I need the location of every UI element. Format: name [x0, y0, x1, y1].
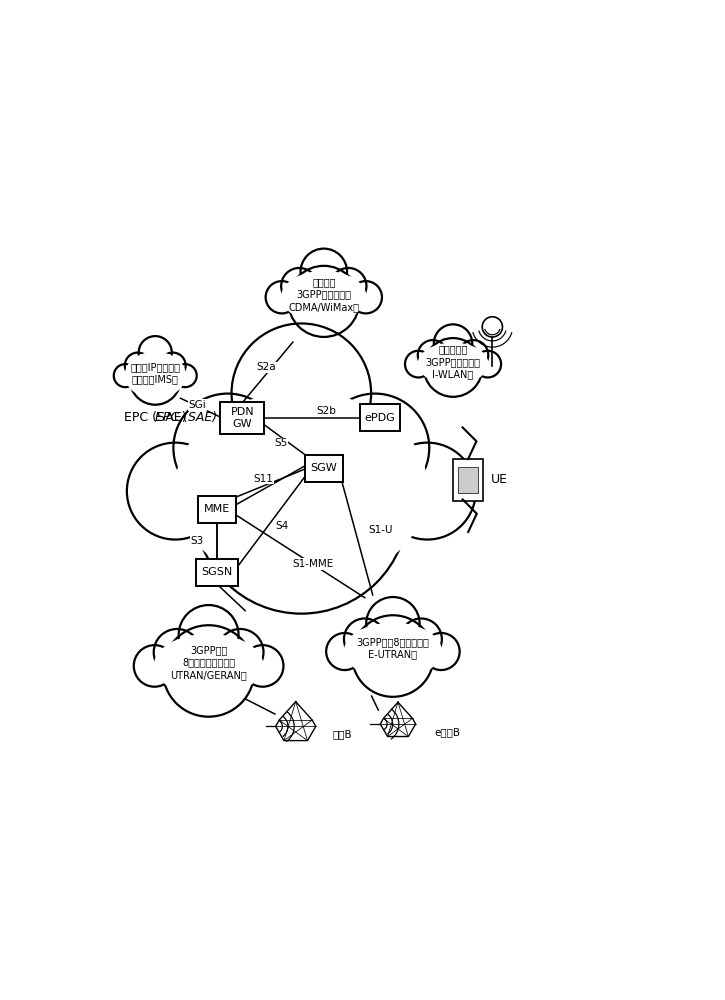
Text: SGi: SGi: [188, 400, 206, 410]
Circle shape: [344, 618, 386, 660]
Circle shape: [400, 618, 442, 660]
Text: EPC (SAE): EPC (SAE): [155, 411, 218, 424]
FancyBboxPatch shape: [453, 459, 484, 501]
Ellipse shape: [175, 392, 427, 586]
Text: e节点B: e节点B: [434, 727, 460, 737]
Circle shape: [423, 338, 482, 397]
Circle shape: [289, 266, 360, 337]
FancyBboxPatch shape: [198, 496, 236, 523]
Text: PDN
GW: PDN GW: [231, 407, 254, 429]
Circle shape: [349, 281, 382, 313]
Text: S4: S4: [275, 521, 289, 531]
Circle shape: [366, 597, 420, 650]
Ellipse shape: [125, 352, 185, 398]
Text: S1-U: S1-U: [368, 525, 393, 535]
FancyBboxPatch shape: [220, 402, 264, 434]
Text: UE: UE: [491, 473, 508, 486]
Text: EPC (SAE): EPC (SAE): [124, 411, 186, 424]
Circle shape: [331, 268, 366, 304]
Circle shape: [231, 323, 371, 463]
FancyBboxPatch shape: [196, 559, 238, 586]
Ellipse shape: [154, 635, 262, 696]
Text: SGSN: SGSN: [202, 567, 233, 577]
Ellipse shape: [344, 623, 441, 678]
Circle shape: [474, 351, 501, 377]
Text: S2b: S2b: [317, 406, 336, 416]
Text: 运营商IP服务网络
（例如，IMS）: 运营商IP服务网络 （例如，IMS）: [130, 362, 181, 384]
Circle shape: [114, 364, 137, 387]
Text: S3: S3: [191, 536, 204, 546]
Circle shape: [127, 443, 224, 540]
Circle shape: [178, 605, 239, 665]
Circle shape: [458, 340, 488, 370]
Text: 3GPP版本8接入（例如
E-UTRAN）: 3GPP版本8接入（例如 E-UTRAN）: [357, 637, 429, 659]
Text: 节点B: 节点B: [332, 729, 352, 739]
Circle shape: [173, 394, 282, 502]
Text: S2a: S2a: [257, 362, 276, 372]
Circle shape: [217, 629, 263, 676]
Circle shape: [418, 340, 448, 370]
Circle shape: [163, 625, 254, 717]
Text: S5: S5: [274, 438, 287, 448]
Circle shape: [160, 353, 186, 378]
Text: 可靠的非
3GPP接入（例如
CDMA/WiMax）: 可靠的非 3GPP接入（例如 CDMA/WiMax）: [289, 277, 360, 312]
Text: S1-MME: S1-MME: [292, 559, 334, 569]
Circle shape: [405, 351, 431, 377]
Ellipse shape: [282, 272, 366, 322]
Circle shape: [154, 629, 200, 676]
Circle shape: [130, 354, 181, 405]
Circle shape: [482, 317, 502, 337]
Bar: [458, 467, 478, 493]
Text: MME: MME: [204, 504, 230, 514]
Text: 3GPP版本
8之前的接入（例如
UTRAN/GERAN）: 3GPP版本 8之前的接入（例如 UTRAN/GERAN）: [170, 645, 247, 680]
Circle shape: [281, 268, 318, 304]
FancyBboxPatch shape: [304, 455, 343, 482]
Text: SGW: SGW: [310, 463, 337, 473]
Circle shape: [174, 364, 196, 387]
FancyBboxPatch shape: [360, 404, 400, 431]
Circle shape: [320, 394, 429, 502]
Circle shape: [379, 443, 476, 540]
Text: 不可靠的非
3GPP接入（例如
I-WLAN）: 不可靠的非 3GPP接入（例如 I-WLAN）: [426, 344, 481, 379]
Text: ePDG: ePDG: [365, 413, 395, 423]
Circle shape: [138, 336, 172, 369]
Text: S11: S11: [254, 474, 273, 484]
Circle shape: [242, 645, 283, 687]
Circle shape: [434, 324, 472, 363]
Circle shape: [326, 633, 363, 670]
Circle shape: [265, 281, 298, 313]
Circle shape: [125, 353, 151, 378]
Circle shape: [423, 633, 460, 670]
Circle shape: [352, 615, 434, 697]
Circle shape: [134, 645, 175, 687]
Ellipse shape: [418, 343, 488, 384]
Circle shape: [301, 249, 347, 295]
Circle shape: [195, 400, 408, 614]
